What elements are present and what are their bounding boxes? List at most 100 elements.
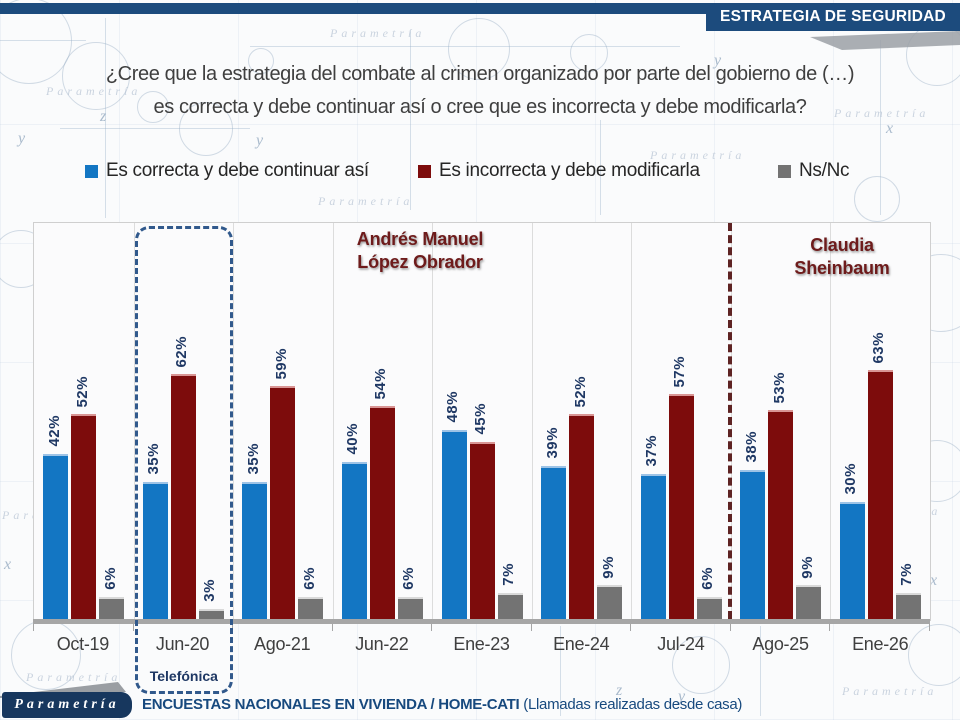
axis-tick bbox=[630, 624, 632, 631]
category-separator-line bbox=[531, 223, 533, 621]
bar-value-label: 40% bbox=[344, 423, 362, 455]
bar-value-label: 6% bbox=[300, 567, 318, 591]
decorative-axis-letter: x bbox=[930, 572, 938, 589]
bar-ene-26-series-2 bbox=[895, 593, 921, 621]
slide-title: ESTRATEGIA DE SEGURIDAD bbox=[720, 8, 946, 25]
bar-value-label: 52% bbox=[571, 375, 589, 408]
bar-jun-20-series-0 bbox=[142, 481, 168, 621]
bar-ago-25-series-2 bbox=[796, 585, 822, 621]
bar-ago-25-series-1 bbox=[768, 410, 794, 621]
question-line-1: ¿Cree que la estrategia del combate al c… bbox=[105, 63, 855, 85]
axis-tick bbox=[530, 624, 532, 631]
question-text: ¿Cree que la estrategia del combate al c… bbox=[0, 58, 960, 124]
legend-swatch-icon bbox=[778, 164, 791, 178]
decorative-line bbox=[0, 40, 86, 41]
bar-ene-24-series-2 bbox=[597, 585, 623, 621]
bar-oct-19-series-1 bbox=[71, 414, 97, 621]
bar-value-label: 59% bbox=[272, 347, 290, 380]
parametria-watermark: Parametría bbox=[318, 194, 414, 208]
annotation-amlo: Andrés Manuel López Obrador bbox=[356, 229, 484, 272]
bar-value-label: 45% bbox=[472, 403, 489, 435]
bar-value-label: 35% bbox=[244, 443, 262, 475]
bar-oct-19-series-0 bbox=[43, 453, 69, 621]
bar-value-label: 53% bbox=[770, 371, 788, 404]
bar-jun-22-series-0 bbox=[341, 461, 367, 621]
legend-item-0: Es correcta y debe continuar así bbox=[85, 160, 369, 182]
source-note-bold: ENCUESTAS NACIONALES EN VIVIENDA / HOME-… bbox=[142, 696, 520, 713]
source-note: ENCUESTAS NACIONALES EN VIVIENDA / HOME-… bbox=[142, 696, 742, 713]
bar-value-label: 54% bbox=[372, 367, 390, 400]
bar-value-label: 6% bbox=[400, 567, 418, 591]
category-separator-line bbox=[233, 223, 235, 621]
header-bar bbox=[0, 3, 960, 14]
bar-value-label: 39% bbox=[543, 427, 561, 459]
decorative-axis-letter: x bbox=[4, 556, 12, 573]
parametria-logo: Parametría bbox=[2, 692, 132, 718]
bar-ago-21-series-1 bbox=[270, 386, 296, 621]
bar-value-label: 6% bbox=[101, 567, 119, 591]
legend-swatch-icon bbox=[418, 164, 431, 178]
bar-value-label: 7% bbox=[898, 563, 916, 587]
category-label-ago-25: Ago-25 bbox=[752, 634, 809, 654]
category-separator-line bbox=[133, 223, 135, 621]
header-shadow-swoosh bbox=[810, 31, 960, 50]
bar-ene-23-series-0 bbox=[441, 429, 467, 621]
bar-jun-20-series-1 bbox=[170, 374, 196, 621]
bar-oct-19-series-2 bbox=[99, 597, 125, 621]
category-separator-line bbox=[631, 223, 633, 621]
parametria-watermark: Parametría bbox=[330, 26, 426, 40]
category-label-jun-22: Jun-22 bbox=[355, 634, 409, 654]
bar-value-label: 62% bbox=[173, 335, 191, 368]
bar-ene-26-series-1 bbox=[867, 370, 893, 621]
bar-value-label: 6% bbox=[699, 567, 717, 591]
bar-jul-24-series-0 bbox=[640, 473, 666, 621]
category-label-jun-20: Jun-20 bbox=[155, 634, 210, 654]
category-label-ene-26: Ene-26 bbox=[852, 634, 909, 654]
category-axis: Oct-19 Jun-20 Ago-21 Jun-22 Ene-23 Ene-24 Jul-… bbox=[33, 634, 930, 655]
axis-tick bbox=[33, 624, 34, 631]
bar-value-label: 42% bbox=[45, 415, 63, 447]
bar-ene-23-series-1 bbox=[469, 441, 495, 621]
category-label-ago-21: Ago-21 bbox=[254, 634, 311, 654]
source-note-normal: (Llamadas realizadas desde casa) bbox=[523, 696, 743, 713]
bar-value-label: 63% bbox=[870, 331, 888, 364]
bar-jun-20-series-2 bbox=[198, 609, 224, 621]
category-label-ene-23: Ene-23 bbox=[453, 634, 510, 654]
legend-item-1: Es incorrecta y debe modificarla bbox=[418, 160, 700, 182]
category-label-oct-19: Oct-19 bbox=[56, 634, 110, 654]
bar-value-label: 48% bbox=[444, 391, 461, 423]
axis-tick bbox=[331, 624, 333, 631]
highlight-label: Telefónica bbox=[149, 668, 218, 684]
decorative-line bbox=[250, 46, 680, 47]
axis-tick bbox=[431, 624, 433, 631]
bar-value-label: 7% bbox=[500, 563, 517, 587]
axis-tick bbox=[729, 624, 731, 631]
legend-item-2: Ns/Nc bbox=[778, 160, 850, 182]
bar-ene-23-series-2 bbox=[497, 593, 523, 621]
chart-plot-area: 42% 35% 35% 40% 48% 39% 37% 38% 30% 52% 62% 59% 54% 4… bbox=[33, 222, 931, 621]
x-axis-line bbox=[33, 619, 930, 624]
decorative-line bbox=[60, 128, 250, 129]
axis-tick bbox=[929, 624, 930, 631]
bar-jul-24-series-2 bbox=[696, 597, 722, 621]
bar-value-label: 9% bbox=[798, 555, 816, 579]
bar-ene-26-series-0 bbox=[839, 501, 865, 621]
bar-value-label: 9% bbox=[599, 555, 617, 579]
annotation-sheinbaum: Claudia Sheinbaum bbox=[794, 235, 890, 278]
bar-value-label: 35% bbox=[145, 443, 163, 475]
bar-ago-21-series-0 bbox=[242, 481, 268, 621]
bar-value-label: 30% bbox=[842, 463, 860, 495]
parametria-watermark: Parametría bbox=[842, 684, 938, 698]
legend-label: Es correcta y debe continuar así bbox=[106, 160, 369, 181]
question-line-2: es correcta y debe continuar así o cree … bbox=[153, 96, 807, 118]
axis-tick bbox=[829, 624, 831, 631]
bar-ago-25-series-0 bbox=[740, 469, 766, 621]
slide-title-banner: ESTRATEGIA DE SEGURIDAD bbox=[706, 3, 960, 31]
bar-value-label: 38% bbox=[742, 431, 760, 463]
category-separator-line bbox=[332, 223, 334, 621]
category-separator-line bbox=[830, 223, 832, 621]
bar-value-label: 37% bbox=[643, 435, 661, 467]
bar-jun-22-series-1 bbox=[369, 406, 395, 621]
bar-ene-24-series-1 bbox=[569, 414, 595, 621]
